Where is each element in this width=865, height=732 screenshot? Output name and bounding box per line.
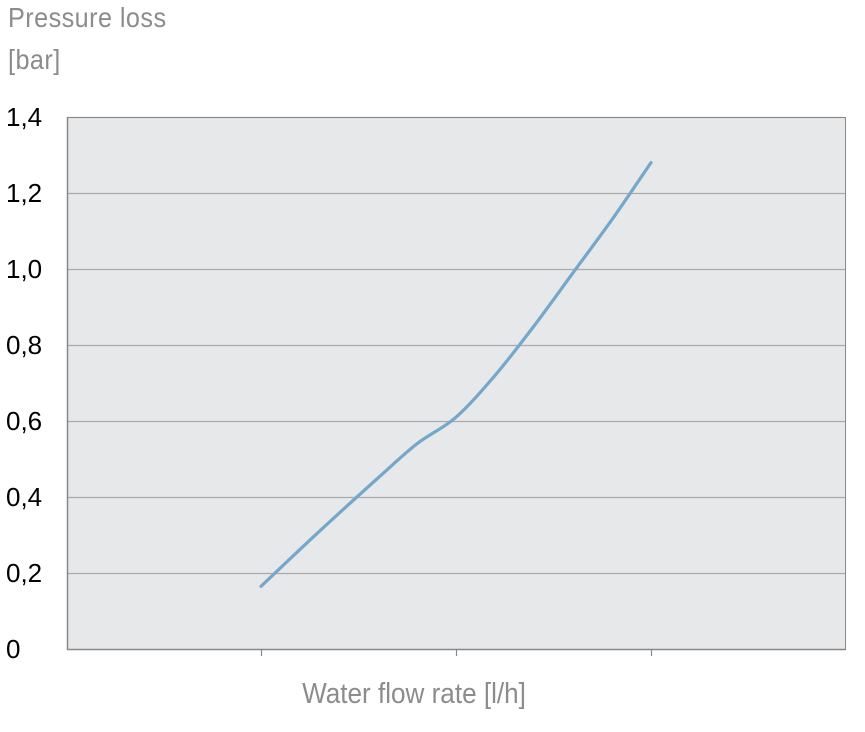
y-tick-label: 0,8 — [6, 330, 42, 360]
y-tick-label: 0,6 — [6, 406, 42, 436]
x-axis-title: Water flow rate [l/h] — [302, 678, 526, 710]
y-tick-label: 0 — [6, 634, 20, 664]
y-axis-title-line-1: Pressure loss — [8, 2, 167, 33]
plot-area — [67, 117, 845, 649]
y-tick-label: 0,4 — [6, 482, 42, 512]
series-line — [259, 161, 653, 588]
y-axis-title-line-2: [bar] — [8, 44, 61, 75]
y-tick-label: 0,2 — [6, 558, 42, 588]
x-tick-marks — [260, 649, 653, 656]
y-tick-label: 1,4 — [6, 102, 42, 132]
y-tick-label: 1,2 — [6, 178, 42, 208]
y-tick-labels: 0 0,2 0,4 0,6 0,8 1,0 1,2 1,4 — [6, 102, 42, 664]
series-layer — [259, 161, 653, 588]
y-tick-label: 1,0 — [6, 254, 42, 284]
